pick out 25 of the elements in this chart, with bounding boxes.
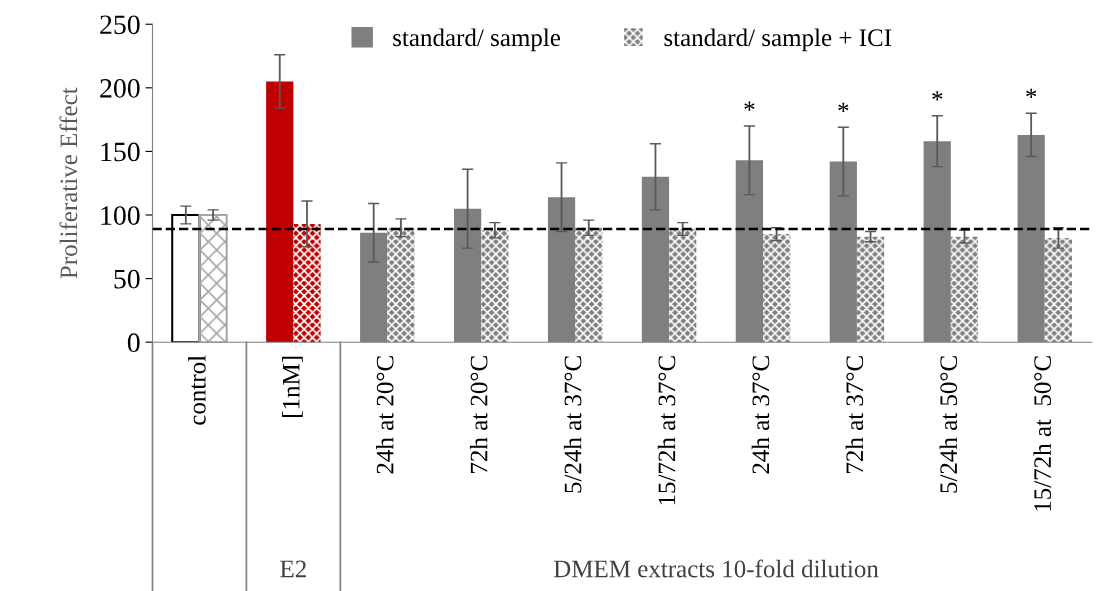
legend-label: standard/ sample <box>393 28 561 52</box>
data-label: * <box>1026 88 1037 98</box>
x-tick-label: 15/72h at 37°C <box>657 356 676 505</box>
y-tick-label: 100 <box>101 206 140 225</box>
x-tick-label: 24h at 37°C <box>751 356 770 474</box>
x-tick-label: 15/72h at 50°C <box>1033 356 1052 511</box>
data-label: * <box>744 101 755 111</box>
y-tick-label: 200 <box>100 78 140 98</box>
x-tick-label: control <box>188 355 206 425</box>
data-label: * <box>838 102 849 112</box>
legend-label: standard/ sample + ICI <box>664 28 892 52</box>
data-label: * <box>932 91 943 101</box>
y-axis-title: Proliferative Effect <box>59 87 78 279</box>
y-tick-label: 50 <box>114 269 140 289</box>
x-tick-label: [1nM] <box>282 356 303 417</box>
x-tick-label: 72h at 20°C <box>469 356 488 473</box>
text: E2 <box>280 560 306 578</box>
x-tick-label: 72h at 37°C <box>845 356 864 473</box>
x-tick-label: 5/24h at 37°C <box>563 356 582 493</box>
y-tick-label: 250 <box>100 15 140 35</box>
x-tick-label: 24h at 20°C <box>375 356 394 474</box>
y-tick-label: 0 <box>127 333 140 353</box>
y-tick-label: 150 <box>101 142 140 162</box>
x-tick-label: 5/24h at 50°C <box>939 356 958 493</box>
text: DMEM extracts 10-fold dilution <box>553 559 879 578</box>
